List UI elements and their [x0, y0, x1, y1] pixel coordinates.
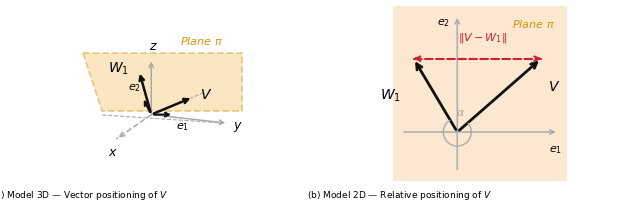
Text: $e_1$: $e_1$ — [548, 144, 562, 156]
Text: (a) Model 3D — Vector positioning of $V$: (a) Model 3D — Vector positioning of $V$ — [0, 189, 168, 202]
Text: $e_2$: $e_2$ — [128, 82, 141, 94]
Text: $x$: $x$ — [108, 146, 118, 159]
Text: $y$: $y$ — [234, 120, 243, 134]
Text: $V$: $V$ — [200, 88, 212, 102]
Polygon shape — [83, 53, 242, 111]
Text: $e_2$: $e_2$ — [437, 17, 451, 28]
Text: (b) Model 2D — Relative positioning of $V$: (b) Model 2D — Relative positioning of $… — [307, 189, 493, 202]
Text: Plane $\pi$: Plane $\pi$ — [512, 19, 555, 30]
Text: $W_1$: $W_1$ — [380, 87, 401, 104]
Text: $e_1$: $e_1$ — [176, 121, 189, 133]
Text: $V$: $V$ — [548, 80, 561, 94]
Text: $\alpha$: $\alpha$ — [456, 108, 465, 118]
Text: $z$: $z$ — [148, 40, 157, 53]
Text: Plane $\pi$: Plane $\pi$ — [180, 35, 223, 47]
Text: $\|V - W_1\|$: $\|V - W_1\|$ — [458, 31, 508, 45]
Text: $W_1$: $W_1$ — [108, 61, 129, 77]
